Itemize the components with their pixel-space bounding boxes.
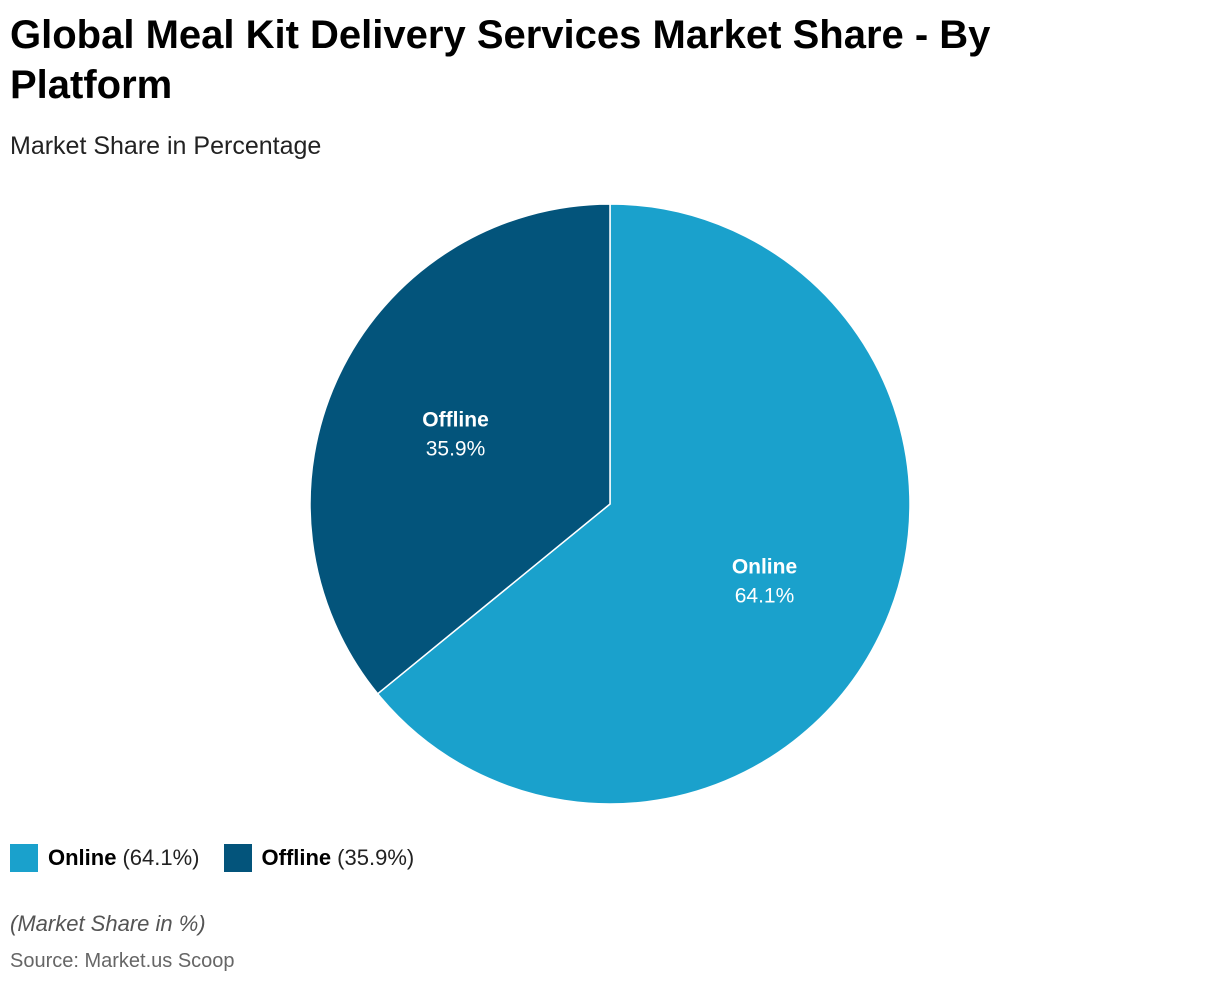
slice-label-online: Online: [732, 555, 797, 578]
units-note: (Market Share in %): [10, 911, 206, 936]
legend-label-offline: Offline: [261, 845, 332, 870]
slice-label-offline: Offline: [422, 409, 489, 432]
legend-item-online[interactable]: Online (64.1%): [10, 843, 200, 873]
source-text: Source: Market.us Scoop: [10, 950, 235, 972]
legend-label-online: Online: [48, 845, 117, 870]
slice-value-online: 64.1%: [735, 584, 795, 607]
pie-slice-online[interactable]: [376, 203, 911, 805]
chart-subtitle: Market Share in Percentage: [10, 132, 322, 160]
legend-swatch-offline: [223, 844, 252, 872]
legend-swatch-online: [10, 844, 38, 872]
legend-item-offline[interactable]: Offline (35.9%): [223, 843, 415, 873]
slice-value-offline: 35.9%: [426, 438, 486, 461]
legend-value-offline: (35.9%): [337, 845, 415, 870]
chart-title: Global Meal Kit Delivery Services Market…: [10, 13, 991, 107]
legend-value-online: (64.1%): [122, 845, 200, 870]
pie-slice-offline[interactable]: [309, 203, 611, 695]
legend: Online (64.1%) Offline (35.9%): [10, 843, 438, 873]
